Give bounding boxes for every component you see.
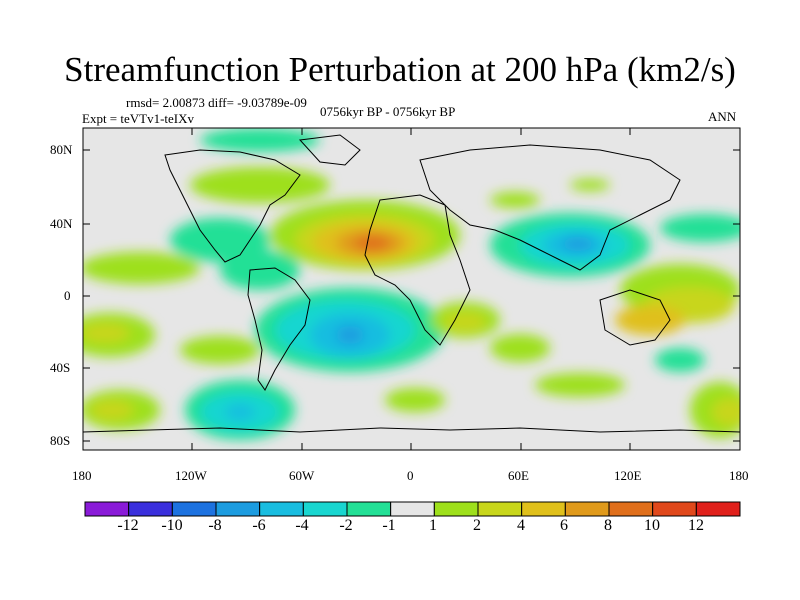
colorbar-label: 8 — [604, 517, 612, 534]
stats-label: rmsd= 2.00873 diff= -9.03789e-09 — [126, 95, 307, 110]
colorbar-label: 1 — [429, 517, 437, 534]
axis-ticks — [82, 128, 741, 450]
colorbar-swatch — [564, 501, 610, 517]
colorbar-label: -2 — [339, 517, 353, 534]
colorbar-label: -10 — [161, 517, 183, 534]
colorbar-swatch — [521, 501, 566, 517]
lat-tick-40s: 40S — [50, 360, 71, 375]
colorbar-label: -6 — [252, 517, 266, 534]
colorbar-swatch — [652, 501, 697, 517]
season-label: ANN — [708, 109, 737, 124]
colorbar-label: 4 — [517, 517, 525, 534]
colorbar-swatch — [477, 501, 523, 517]
colorbar-label: 2 — [473, 517, 481, 534]
colorbar-swatch — [215, 501, 261, 517]
contour-fill — [83, 128, 740, 440]
colorbar-swatch — [259, 501, 304, 517]
plot-title: Streamfunction Perturbation at 200 hPa (… — [64, 50, 736, 89]
colorbar-swatch — [433, 501, 479, 517]
colorbar-swatch — [390, 501, 435, 517]
colorbar-label: 12 — [688, 517, 704, 534]
colorbar-label: -1 — [382, 517, 396, 534]
lon-tick-60w: 60W — [289, 468, 315, 483]
colorbar-swatch — [128, 501, 173, 517]
period-label: 0756kyr BP - 0756kyr BP — [320, 104, 456, 119]
lon-tick-0: 0 — [407, 468, 414, 483]
colorbar-label: -12 — [117, 517, 139, 534]
colorbar-swatch — [84, 501, 130, 517]
colorbar-label: -4 — [295, 517, 309, 534]
colorbar — [84, 501, 741, 517]
lat-tick-80n: 80N — [50, 142, 73, 157]
lat-tick-80s: 80S — [50, 433, 71, 448]
lon-tick-180w: 180 — [72, 468, 92, 483]
lon-tick-120e: 120E — [614, 468, 642, 483]
colorbar-label: -8 — [208, 517, 222, 534]
lon-tick-180e: 180 — [729, 468, 749, 483]
colorbar-swatch — [302, 501, 348, 517]
colorbar-swatch — [695, 501, 741, 517]
colorbar-swatch — [608, 501, 654, 517]
colorbar-label: 6 — [560, 517, 568, 534]
lon-tick-120w: 120W — [175, 468, 207, 483]
colorbar-label: 10 — [644, 517, 660, 534]
coastlines — [83, 134, 740, 433]
colorbar-swatch — [346, 501, 392, 517]
experiment-label: Expt = teVTv1-teIXv — [82, 111, 195, 126]
colorbar-swatch — [171, 501, 217, 517]
lat-tick-0: 0 — [64, 288, 71, 303]
lon-tick-60e: 60E — [508, 468, 529, 483]
lat-tick-40n: 40N — [50, 216, 73, 231]
